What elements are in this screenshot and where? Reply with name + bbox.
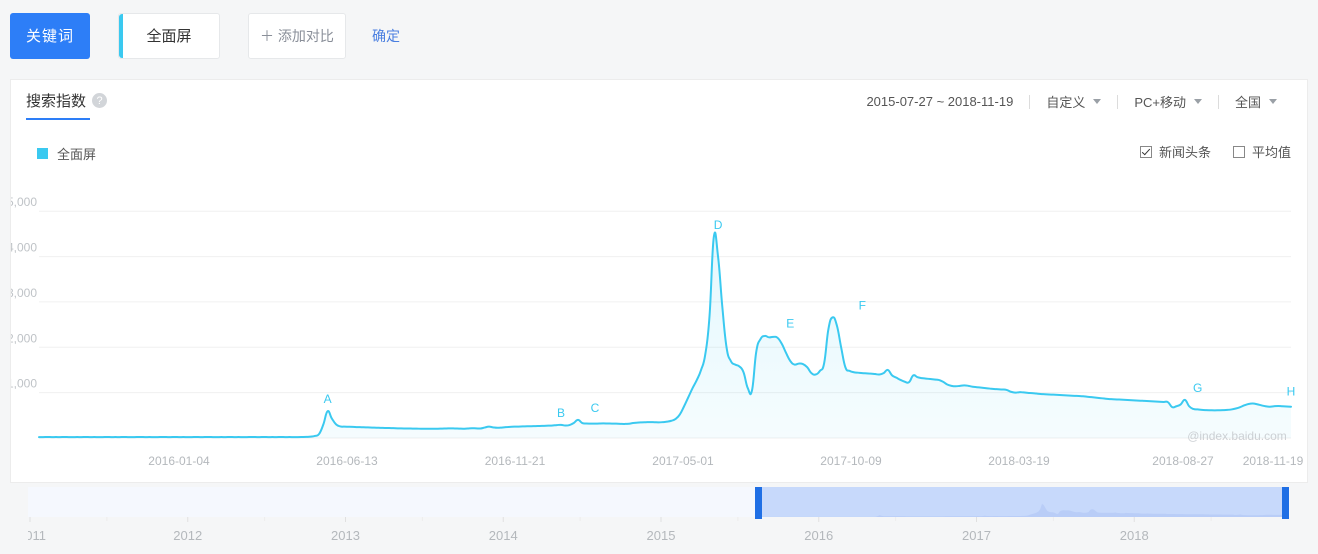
brush-handle-right[interactable] [1282,487,1289,519]
peak-marker-h: H [1287,385,1296,399]
region-dropdown-label: 全国 [1234,95,1261,110]
tab-active-underline [26,118,90,120]
brush-mini-sparkline [758,503,1285,517]
brush-year-label: 2015 [647,528,676,543]
brush-year-label: 2011 [28,528,46,543]
chevron-down-icon [1193,99,1202,104]
divider [1217,94,1219,109]
panel-header: 搜索指数 ? 2015-07-27 ~ 2018-11-19 自定义 PC+移动 [11,80,1307,125]
add-compare-button[interactable]: ＋ 添加对比 [248,12,346,59]
region-dropdown[interactable]: 全国 [1235,92,1277,111]
help-icon[interactable]: ? [92,93,108,108]
legend-color-swatch [37,148,48,159]
chart-x-axis-labels: 2016-01-04 2016-06-13 2016-11-21 2017-05-01… [148,454,1303,468]
chart-svg: 5,000 4,000 3,000 2,000 1,000 A B C D E F G H @inde… [11,195,1304,468]
brush-handle-left[interactable] [755,487,762,519]
checkbox-average-value[interactable]: 平均值 [1232,142,1291,161]
chart-option-checkboxes: 新闻头条 平均值 [1118,142,1291,161]
peak-marker-b: B [557,406,565,420]
keyword-chip-quanmianping[interactable]: 全面屏 [118,12,220,59]
x-axis-tick-label: 2016-11-21 [485,454,546,468]
checkbox-news-headline[interactable]: 新闻头条 [1139,142,1211,161]
chart-y-axis-labels: 5,000 4,000 3,000 2,000 1,000 [11,195,37,390]
tab-search-index[interactable]: 搜索指数 ? [26,90,108,111]
keyword-accent-bar [119,13,123,58]
brush-svg: 2011 2012 2013 2014 2015 2016 2017 2018 [28,487,1290,543]
peak-marker-d: D [714,218,723,232]
checkbox-average-value-label: 平均值 [1251,145,1291,160]
peak-marker-a: A [324,392,332,406]
checkbox-unchecked-icon [1232,145,1245,158]
period-dropdown[interactable]: 自定义 [1046,92,1102,111]
date-range-display[interactable]: 2015-07-27 ~ 2018-11-19 [866,94,1014,109]
brush-selection[interactable] [758,487,1285,517]
search-index-chart[interactable]: 5,000 4,000 3,000 2,000 1,000 A B C D E F G H @inde… [11,170,1309,480]
device-dropdown[interactable]: PC+移动 [1134,92,1202,111]
keyword-chip-label: 全面屏 [146,28,192,45]
brush-year-label: 2012 [173,528,202,543]
confirm-button[interactable]: 确定 [372,27,400,44]
chart-watermark: @index.baidu.com [1187,429,1287,443]
chart-line [38,231,1292,439]
y-axis-tick-label: 1,000 [11,377,37,391]
peak-marker-e: E [786,316,794,330]
timeline-brush[interactable]: 2011 2012 2013 2014 2015 2016 2017 2018 [28,487,1290,543]
brush-year-label: 2014 [489,528,518,543]
y-axis-tick-label: 4,000 [11,241,37,255]
tab-search-index-label: 搜索指数 [26,93,87,110]
divider [1029,94,1031,109]
brush-year-labels: 2011 2012 2013 2014 2015 2016 2017 2018 [28,528,1149,543]
x-axis-tick-label: 2018-03-19 [988,454,1050,468]
y-axis-tick-label: 5,000 [11,195,37,209]
brush-year-label: 2017 [962,528,991,543]
device-dropdown-label: PC+移动 [1134,95,1186,110]
y-axis-tick-label: 3,000 [11,286,37,300]
x-axis-tick-label: 2017-10-09 [820,454,882,468]
chevron-down-icon [1093,99,1102,104]
brush-year-label: 2018 [1120,528,1149,543]
x-axis-tick-label: 2017-05-01 [652,454,714,468]
x-axis-tick-label: 2018-08-27 [1152,454,1214,468]
peak-marker-c: C [591,401,600,415]
legend-item-series[interactable]: 全面屏 [37,144,96,163]
brush-year-label: 2013 [331,528,360,543]
period-dropdown-label: 自定义 [1046,95,1086,110]
checkbox-checked-icon [1139,145,1152,158]
keyword-button[interactable]: 关键词 [10,12,90,59]
x-axis-tick-label: 2016-01-04 [148,454,210,468]
top-toolbar: 关键词 全面屏 ＋ 添加对比 确定 [0,0,1318,71]
panel-header-controls: 2015-07-27 ~ 2018-11-19 自定义 PC+移动 全国 [866,92,1277,111]
peak-marker-g: G [1193,381,1202,395]
chart-peak-markers: A B C D E F G H [324,218,1296,420]
x-axis-tick-label: 2018-11-19 [1243,454,1304,468]
brush-year-label: 2016 [804,528,833,543]
peak-marker-f: F [859,298,866,312]
checkbox-news-headline-label: 新闻头条 [1158,145,1211,160]
chart-area-fill [39,232,1291,438]
chevron-down-icon [1269,99,1277,104]
x-axis-tick-label: 2016-06-13 [316,454,378,468]
brush-tick-marks [29,517,1212,522]
divider [1117,94,1119,109]
search-index-panel: 搜索指数 ? 2015-07-27 ~ 2018-11-19 自定义 PC+移动 [10,79,1308,483]
y-axis-tick-label: 2,000 [11,331,37,345]
legend-series-label: 全面屏 [57,147,97,162]
